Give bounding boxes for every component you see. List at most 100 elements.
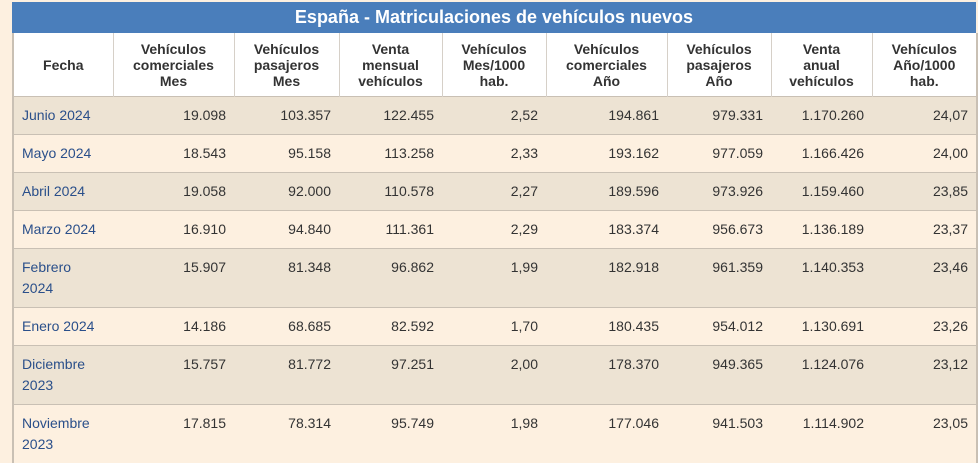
date-cell: Marzo 2024	[13, 211, 113, 249]
cell-venta-anual: 1.170.260	[771, 97, 872, 135]
date-cell: Noviembre 2023	[13, 405, 113, 463]
cell-vehiculos-ano-1000-hab: 23,85	[872, 173, 977, 211]
cell-vehiculos-pasajeros-mes: 81.348	[234, 249, 339, 308]
cell-venta-mensual: 110.578	[339, 173, 442, 211]
cell-vehiculos-ano-1000-hab: 23,26	[872, 308, 977, 346]
cell-vehiculos-mes-1000-hab: 1,70	[442, 308, 546, 346]
column-header-text: Vehículos	[461, 41, 526, 57]
cell-vehiculos-pasajeros-ano: 973.926	[667, 173, 771, 211]
column-header-text: pasajeros	[686, 57, 751, 73]
cell-vehiculos-mes-1000-hab: 2,29	[442, 211, 546, 249]
cell-venta-mensual: 111.361	[339, 211, 442, 249]
cell-vehiculos-ano-1000-hab: 23,05	[872, 405, 977, 463]
cell-vehiculos-pasajeros-mes: 68.685	[234, 308, 339, 346]
cell-vehiculos-pasajeros-mes: 103.357	[234, 97, 339, 135]
cell-venta-anual: 1.114.902	[771, 405, 872, 463]
cell-vehiculos-comerciales-mes: 17.815	[113, 405, 234, 463]
column-header-text: comerciales	[133, 57, 214, 73]
cell-vehiculos-comerciales-mes: 18.543	[113, 135, 234, 173]
column-header-text: mensual	[362, 57, 419, 73]
cell-vehiculos-pasajeros-mes: 92.000	[234, 173, 339, 211]
cell-vehiculos-ano-1000-hab: 24,00	[872, 135, 977, 173]
registrations-table-panel: España - Matriculaciones de vehículos nu…	[12, 2, 976, 463]
cell-venta-mensual: 97.251	[339, 346, 442, 405]
column-header-text: Venta	[803, 41, 840, 57]
cell-vehiculos-pasajeros-ano: 941.503	[667, 405, 771, 463]
column-header-text: Mes	[273, 73, 300, 89]
cell-vehiculos-mes-1000-hab: 2,00	[442, 346, 546, 405]
column-header-text: vehículos	[358, 73, 423, 89]
cell-vehiculos-comerciales-ano: 182.918	[546, 249, 667, 308]
cell-vehiculos-comerciales-mes: 15.757	[113, 346, 234, 405]
cell-vehiculos-pasajeros-ano: 956.673	[667, 211, 771, 249]
column-header-text: Vehículos	[892, 41, 957, 57]
cell-venta-anual: 1.159.460	[771, 173, 872, 211]
cell-vehiculos-pasajeros-ano: 961.359	[667, 249, 771, 308]
column-header-text: comerciales	[566, 57, 647, 73]
cell-venta-anual: 1.140.353	[771, 249, 872, 308]
column-header-text: Año/1000	[893, 57, 955, 73]
cell-venta-mensual: 96.862	[339, 249, 442, 308]
cell-vehiculos-pasajeros-ano: 977.059	[667, 135, 771, 173]
cell-vehiculos-pasajeros-mes: 81.772	[234, 346, 339, 405]
column-header-text: hab.	[910, 73, 939, 89]
column-header-text: Vehículos	[254, 41, 319, 57]
cell-venta-mensual: 113.258	[339, 135, 442, 173]
cell-vehiculos-pasajeros-mes: 94.840	[234, 211, 339, 249]
cell-vehiculos-ano-1000-hab: 24,07	[872, 97, 977, 135]
column-header-text: hab.	[480, 73, 509, 89]
column-header-text: Fecha	[43, 57, 83, 73]
column-header-text: Vehículos	[686, 41, 751, 57]
cell-vehiculos-comerciales-ano: 193.162	[546, 135, 667, 173]
cell-vehiculos-pasajeros-ano: 954.012	[667, 308, 771, 346]
cell-vehiculos-comerciales-mes: 15.907	[113, 249, 234, 308]
cell-vehiculos-mes-1000-hab: 2,33	[442, 135, 546, 173]
column-header-text: Mes	[160, 73, 187, 89]
cell-venta-anual: 1.166.426	[771, 135, 872, 173]
cell-vehiculos-ano-1000-hab: 23,37	[872, 211, 977, 249]
cell-vehiculos-ano-1000-hab: 23,12	[872, 346, 977, 405]
cell-venta-mensual: 122.455	[339, 97, 442, 135]
date-cell: Diciembre 2023	[13, 346, 113, 405]
cell-vehiculos-comerciales-ano: 194.861	[546, 97, 667, 135]
cell-vehiculos-comerciales-ano: 189.596	[546, 173, 667, 211]
cell-venta-anual: 1.124.076	[771, 346, 872, 405]
cell-vehiculos-comerciales-mes: 16.910	[113, 211, 234, 249]
column-header-text: Año	[705, 73, 732, 89]
cell-vehiculos-comerciales-mes: 19.098	[113, 97, 234, 135]
cell-vehiculos-mes-1000-hab: 2,27	[442, 173, 546, 211]
cell-vehiculos-comerciales-ano: 178.370	[546, 346, 667, 405]
cell-vehiculos-pasajeros-mes: 95.158	[234, 135, 339, 173]
cell-vehiculos-comerciales-ano: 180.435	[546, 308, 667, 346]
table-title: España - Matriculaciones de vehículos nu…	[12, 2, 976, 33]
date-cell: Mayo 2024	[13, 135, 113, 173]
cell-vehiculos-pasajeros-mes: 78.314	[234, 405, 339, 463]
cell-vehiculos-mes-1000-hab: 1,99	[442, 249, 546, 308]
date-cell: Abril 2024	[13, 173, 113, 211]
cell-venta-mensual: 95.749	[339, 405, 442, 463]
column-header-text: pasajeros	[254, 57, 319, 73]
cell-venta-anual: 1.136.189	[771, 211, 872, 249]
column-header-text: vehículos	[789, 73, 854, 89]
date-cell: Febrero 2024	[13, 249, 113, 308]
cell-vehiculos-pasajeros-ano: 979.331	[667, 97, 771, 135]
date-cell: Junio 2024	[13, 97, 113, 135]
cell-vehiculos-comerciales-mes: 14.186	[113, 308, 234, 346]
cell-vehiculos-comerciales-ano: 177.046	[546, 405, 667, 463]
